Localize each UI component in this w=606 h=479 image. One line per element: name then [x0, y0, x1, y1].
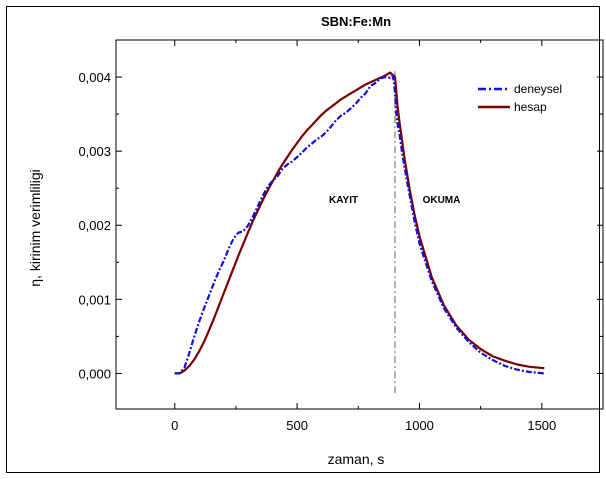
x-tick-label: 500: [286, 418, 308, 433]
legend-label-deneysel: deneysel: [514, 82, 562, 96]
axis-ticks: [116, 40, 604, 409]
chart-title: SBN:Fe:Mn: [321, 14, 391, 29]
x-tick-label: 1000: [405, 418, 434, 433]
annotation-kayit: KAYIT: [329, 195, 358, 206]
y-tick-label: 0,003: [78, 144, 111, 159]
x-tick-label: 0: [171, 418, 178, 433]
legend-label-hesap: hesap: [514, 100, 547, 114]
y-tick-label: 0,000: [78, 366, 111, 381]
legend: deneysel hesap: [478, 82, 562, 114]
x-tick-label: 1500: [527, 418, 556, 433]
x-axis-label: zaman, s: [328, 451, 385, 467]
series-line-hesap: [174, 71, 545, 375]
y-tick-label: 0,004: [78, 70, 111, 85]
series-layer: [174, 71, 545, 375]
y-axis-label: η, kirinim verimliligi: [27, 169, 43, 286]
axis-tick-labels: 0 500 1000 1500 0,000 0,001 0,002 0,003 0,004: [78, 70, 556, 433]
chart-frame: [6, 6, 600, 473]
y-tick-label: 0,001: [78, 292, 111, 307]
plot-area: [115, 39, 604, 410]
annotation-okuma: OKUMA: [423, 195, 461, 206]
series-line-deneysel: [174, 74, 545, 375]
y-tick-label: 0,002: [78, 218, 111, 233]
